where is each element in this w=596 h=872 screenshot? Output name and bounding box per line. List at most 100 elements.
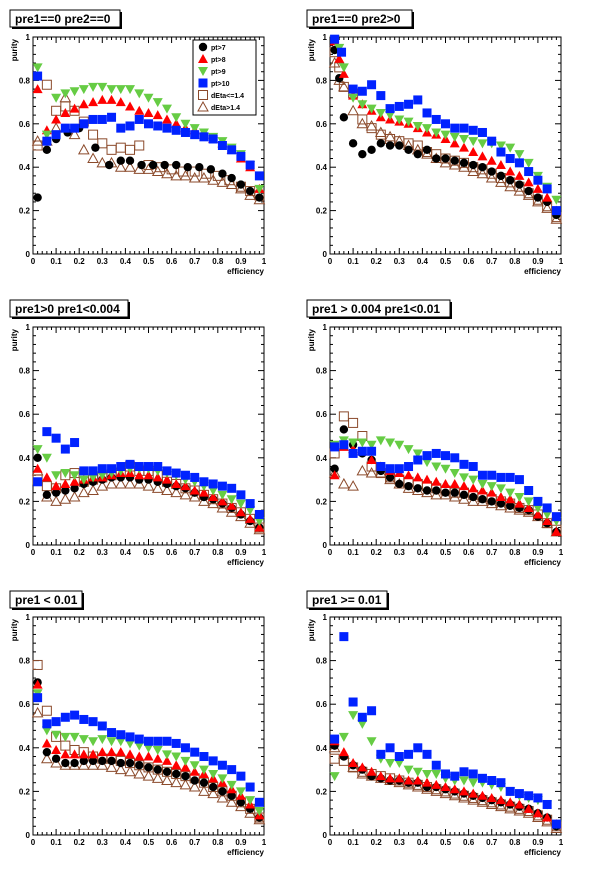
data-point	[115, 142, 126, 153]
data-point	[97, 138, 108, 149]
data-point	[142, 480, 155, 491]
x-tick-label: 0.4	[120, 257, 132, 266]
data-point	[198, 495, 210, 506]
data-point	[134, 140, 145, 151]
data-point	[180, 762, 191, 772]
data-point	[227, 483, 237, 493]
data-point	[180, 127, 190, 137]
data-point	[422, 749, 432, 759]
data-point	[208, 782, 218, 792]
y-tick-label: 0.8	[316, 657, 328, 666]
plot-frame	[329, 36, 562, 255]
legend-marker	[198, 54, 208, 63]
data-point	[477, 790, 488, 800]
data-point	[125, 144, 136, 155]
data-point	[236, 771, 246, 781]
y-tick-label: 1	[26, 323, 31, 332]
data-point	[88, 473, 99, 483]
data-point	[403, 117, 414, 127]
data-point	[330, 442, 340, 452]
data-point	[217, 141, 227, 150]
legend-marker	[198, 67, 208, 76]
data-point	[144, 462, 153, 472]
data-point	[97, 471, 108, 481]
data-point	[41, 481, 52, 492]
panel-1: pre1==0 pre2==0 0 0.1 0.2 0.3 0.4 0.5 0.6 0.7 0.8…	[9, 9, 267, 276]
data-point	[412, 121, 423, 131]
data-point	[160, 160, 169, 170]
data-point	[198, 765, 209, 775]
data-point	[330, 464, 339, 473]
data-point	[385, 111, 396, 121]
data-point	[207, 174, 220, 185]
data-point	[161, 167, 173, 179]
data-point	[505, 143, 516, 153]
data-point	[161, 474, 172, 484]
data-point	[495, 484, 506, 494]
panel-title: pre1==0 pre2==0	[15, 12, 111, 26]
legend-label: dEta<=1.4	[211, 93, 244, 100]
data-point	[133, 477, 146, 489]
data-point	[217, 481, 227, 491]
data-point	[357, 86, 367, 96]
y-tick-label: 0	[26, 250, 31, 259]
data-point	[467, 165, 480, 177]
data-point	[171, 118, 182, 128]
data-point	[524, 186, 533, 196]
y-tick-label: 0.4	[19, 744, 31, 753]
x-axis-label: efficiency	[227, 267, 264, 276]
x-tick-label: 0.6	[166, 257, 178, 266]
data-point	[514, 493, 525, 503]
data-point	[179, 169, 192, 181]
data-point	[550, 213, 563, 224]
data-point	[97, 721, 107, 731]
data-point	[375, 771, 386, 781]
data-point	[199, 477, 209, 487]
data-point	[458, 481, 469, 491]
y-tick-label: 0.6	[316, 120, 328, 129]
series-pt>8	[32, 463, 265, 532]
data-point	[189, 766, 200, 776]
data-point	[208, 486, 219, 496]
data-point	[236, 798, 246, 807]
data-point	[366, 454, 377, 464]
data-point	[347, 104, 359, 116]
data-point	[97, 747, 108, 757]
data-point	[171, 468, 181, 478]
x-tick-label: 0.5	[143, 257, 155, 266]
data-point	[41, 752, 53, 764]
data-point	[51, 481, 62, 491]
data-point	[514, 475, 524, 485]
data-point	[152, 98, 163, 108]
data-point	[134, 114, 144, 124]
data-point	[449, 469, 460, 479]
data-point	[97, 464, 107, 474]
data-point	[339, 632, 349, 642]
y-tick-label: 0.8	[19, 367, 31, 376]
legend-marker	[197, 100, 209, 112]
data-point	[495, 492, 506, 502]
data-point	[422, 474, 433, 484]
data-point	[329, 772, 340, 782]
data-point	[468, 483, 479, 493]
y-tick-label: 0.6	[19, 700, 31, 709]
data-point	[348, 711, 359, 721]
y-tick-label: 1	[323, 33, 328, 42]
data-point	[152, 753, 163, 763]
data-point	[189, 124, 200, 134]
data-point	[134, 470, 145, 480]
data-point	[88, 129, 99, 140]
data-point	[486, 792, 497, 802]
data-point	[244, 807, 256, 818]
x-tick-label: 0.6	[463, 548, 475, 557]
data-point	[226, 495, 237, 505]
data-point	[235, 507, 246, 517]
data-point	[522, 189, 535, 200]
data-point	[469, 160, 478, 170]
panel-title: pre1 < 0.01	[15, 593, 78, 607]
data-point	[348, 417, 359, 428]
x-tick-label: 0.5	[143, 838, 155, 847]
data-point	[151, 772, 164, 783]
data-point	[88, 114, 98, 124]
y-tick-label: 0.6	[19, 410, 31, 419]
